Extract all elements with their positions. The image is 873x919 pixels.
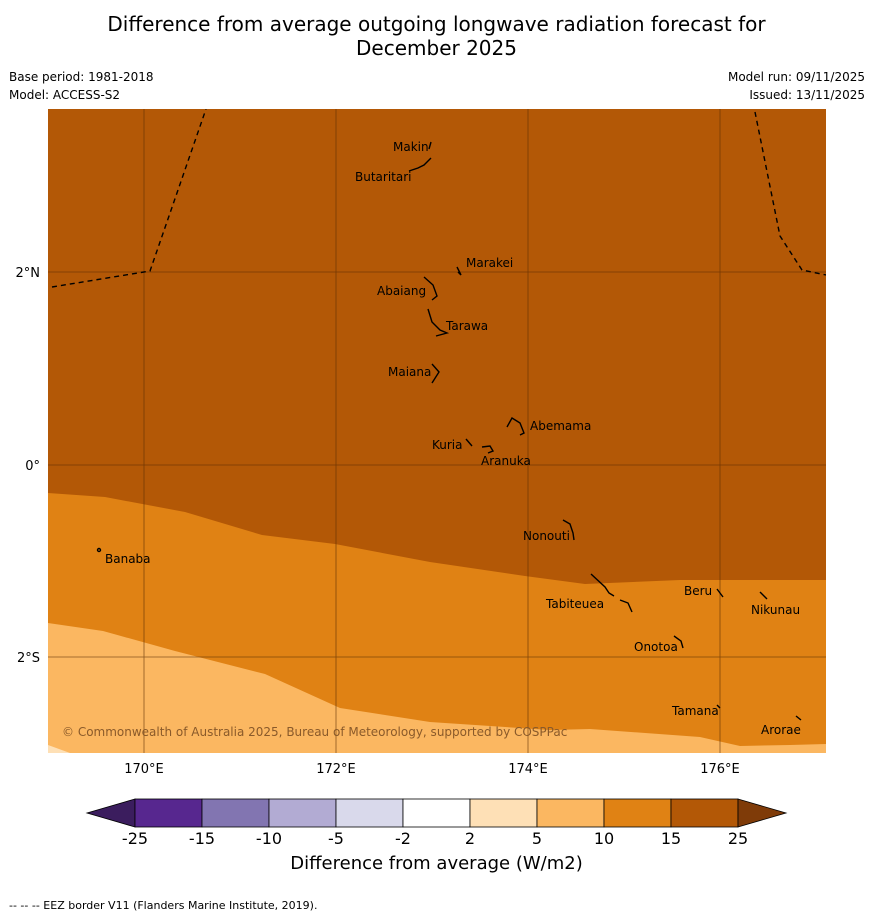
label-butaritari: Butaritari xyxy=(355,170,412,184)
band-2-5 xyxy=(48,745,70,753)
label-banaba: Banaba xyxy=(105,552,151,566)
colorbar-segment xyxy=(335,798,404,828)
lat-label-0: 0° xyxy=(25,459,40,474)
colorbar-tick-label: -2 xyxy=(395,829,411,848)
colorbar-segment xyxy=(670,798,739,828)
label-marakei: Marakei xyxy=(466,256,513,270)
colorbar-tick-label: -15 xyxy=(189,829,215,848)
title-line-1: Difference from average outgoing longwav… xyxy=(107,12,766,36)
island-beru xyxy=(716,588,724,598)
label-arorae: Arorae xyxy=(761,723,801,737)
island-butaritari xyxy=(408,157,432,172)
island-makin xyxy=(428,141,432,150)
map-title: Difference from average outgoing longwav… xyxy=(0,12,873,60)
island-onotoa xyxy=(673,635,684,649)
colorbar-segment xyxy=(268,798,337,828)
colorbar-tick-label: 25 xyxy=(728,829,748,848)
axis-labels: 2°N 0° 2°S 170°E 172°E 174°E 176°E xyxy=(16,266,740,777)
model-name: Model: ACCESS-S2 xyxy=(9,88,121,102)
colorbar-segment xyxy=(134,798,203,828)
meta-right: Model run: 09/11/2025 Issued: 13/11/2025 xyxy=(728,68,865,104)
island-outlines xyxy=(96,141,802,721)
island-banaba xyxy=(96,547,102,553)
island-tarawa xyxy=(427,308,450,337)
island-arorae xyxy=(795,715,802,721)
shading-layer: Makin Butaritari Marakei Abaiang Tarawa … xyxy=(48,109,826,753)
label-kuria: Kuria xyxy=(432,438,463,452)
eez-border xyxy=(51,109,826,288)
island-kuria xyxy=(465,438,473,447)
island-maiana xyxy=(431,363,440,384)
island-tamana xyxy=(716,704,721,709)
copyright-notice: © Commonwealth of Australia 2025, Bureau… xyxy=(62,725,567,739)
island-abemama xyxy=(506,417,525,436)
lon-label-172e: 172°E xyxy=(316,762,356,777)
colorbar: -25 -15 -10 -5 -2 2 5 10 15 25 xyxy=(85,798,788,848)
colorbar-segment xyxy=(603,798,672,828)
lat-label-2s: 2°S xyxy=(17,651,40,666)
island-nonouti xyxy=(562,519,575,541)
meta-left: Base period: 1981-2018 Model: ACCESS-S2 xyxy=(9,68,154,104)
label-makin: Makin xyxy=(393,140,429,154)
gridlines xyxy=(48,109,826,753)
eez-border-east xyxy=(754,111,826,276)
lat-label-2n: 2°N xyxy=(16,266,41,281)
island-nikunau xyxy=(759,591,768,600)
colorbar-tick-label: 10 xyxy=(594,829,614,848)
label-nonouti: Nonouti xyxy=(523,529,570,543)
island-aranuka xyxy=(481,445,495,454)
island-marakei xyxy=(456,266,462,276)
island-abaiang xyxy=(423,276,438,301)
colorbar-tick-label: -10 xyxy=(256,829,282,848)
colorbar-segment xyxy=(469,798,538,828)
colorbar-extend-low xyxy=(85,798,136,828)
lon-label-176e: 176°E xyxy=(700,762,740,777)
label-maiana: Maiana xyxy=(388,365,431,379)
colorbar-segment xyxy=(402,798,471,828)
model-run: Model run: 09/11/2025 xyxy=(727,70,865,84)
label-abemama: Abemama xyxy=(530,419,591,433)
colorbar-label: Difference from average (W/m2) xyxy=(290,853,583,874)
colorbar-tick-label: 15 xyxy=(661,829,681,848)
colorbar-extend-high xyxy=(737,798,788,828)
label-tabiteuea: Tabiteuea xyxy=(545,597,604,611)
footnote-eez: -- -- -- EEZ border V11 (Flanders Marine… xyxy=(9,899,318,912)
label-onotoa: Onotoa xyxy=(634,640,678,654)
colorbar-tick-label: -25 xyxy=(122,829,148,848)
colorbar-segment xyxy=(201,798,270,828)
colorbar-tick-label: 5 xyxy=(532,829,542,848)
island-tabiteuea-north xyxy=(590,573,615,597)
place-labels: Makin Butaritari Marakei Abaiang Tarawa … xyxy=(105,140,801,737)
colorbar-segment xyxy=(536,798,605,828)
issued-date: Issued: 13/11/2025 xyxy=(749,88,865,102)
label-tamana: Tamana xyxy=(671,704,719,718)
title-line-2: December 2025 xyxy=(356,36,517,60)
label-aranuka: Aranuka xyxy=(481,454,531,468)
label-abaiang: Abaiang xyxy=(377,284,426,298)
island-tabiteuea-south xyxy=(619,599,633,613)
label-tarawa: Tarawa xyxy=(445,319,488,333)
eez-border-west xyxy=(51,109,207,288)
label-beru: Beru xyxy=(684,584,712,598)
lon-label-170e: 170°E xyxy=(124,762,164,777)
label-nikunau: Nikunau xyxy=(751,603,800,617)
band-5-10 xyxy=(48,623,826,753)
lon-label-174e: 174°E xyxy=(508,762,548,777)
colorbar-tick-label: -5 xyxy=(328,829,344,848)
colorbar-tick-label: 2 xyxy=(465,829,475,848)
base-period: Base period: 1981-2018 xyxy=(9,70,154,84)
